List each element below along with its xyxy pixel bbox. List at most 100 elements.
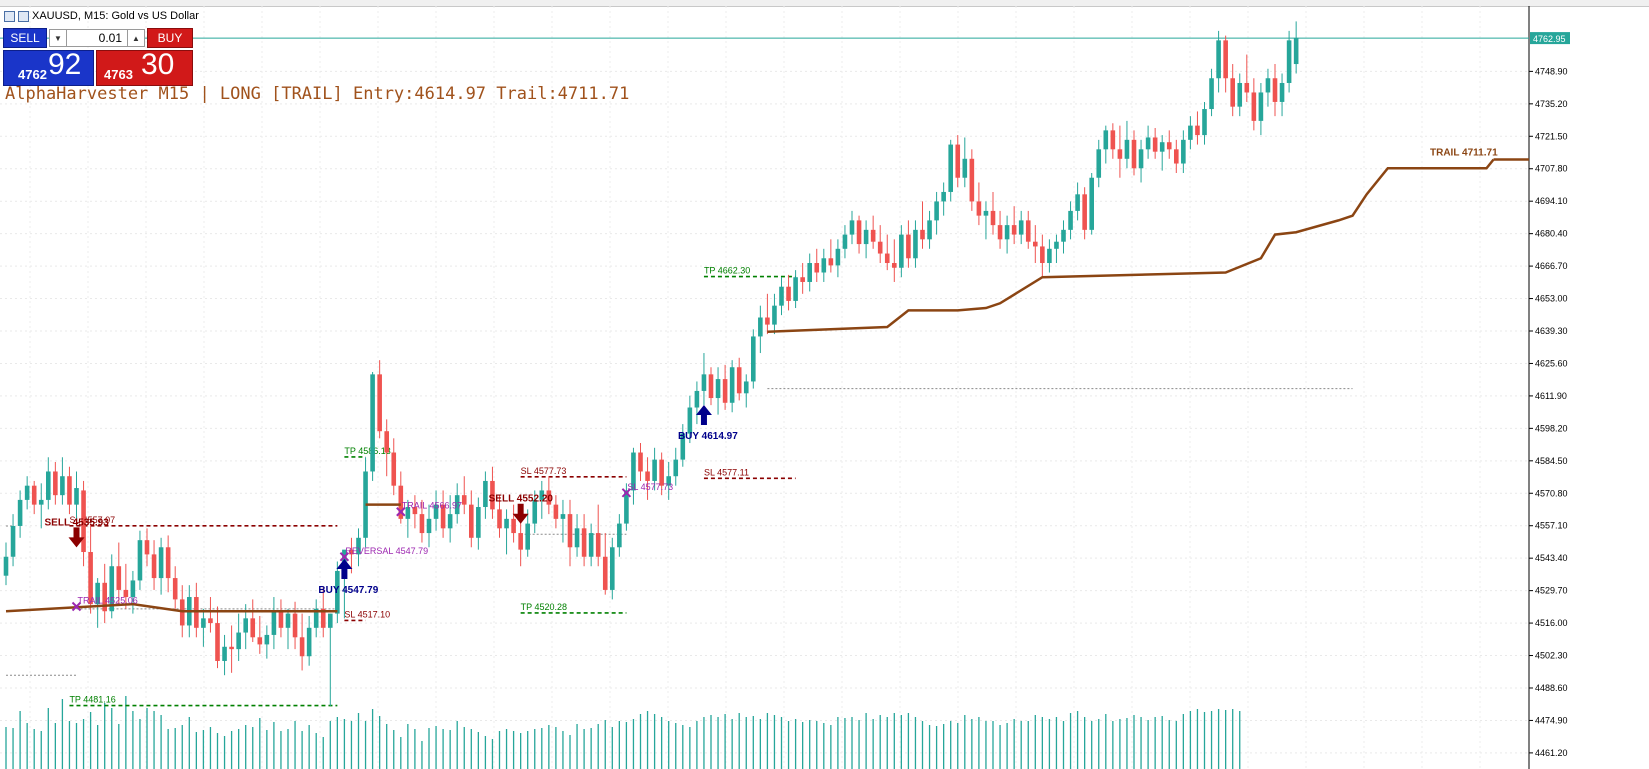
- chart-window[interactable]: 4762.95 4748.90 4735.20 4721.50 4707.80 4694.…: [0, 6, 1649, 769]
- candle-body: [694, 390, 700, 408]
- trailing-stop-line-early: [5, 602, 338, 613]
- candle-body: [137, 540, 143, 581]
- candle-body: [539, 490, 545, 500]
- candle-body: [271, 611, 277, 635]
- sl-level-label: SL 4577.11: [704, 467, 749, 477]
- price-tick-label: 4584.50: [1535, 456, 1568, 466]
- price-tick-label: 4625.60: [1535, 358, 1568, 368]
- candle-body: [1040, 246, 1045, 264]
- candle-body: [1033, 241, 1038, 247]
- candle-body: [483, 480, 488, 508]
- candle-body: [130, 580, 136, 598]
- candle-body: [729, 367, 735, 403]
- buy-price-button[interactable]: 4763 30: [96, 48, 193, 86]
- candle-body: [1068, 210, 1073, 230]
- candle-body: [1131, 139, 1137, 169]
- candle-body: [638, 452, 643, 472]
- candle-body: [17, 499, 23, 526]
- candle-body: [969, 158, 975, 202]
- candle-body: [574, 528, 580, 548]
- candle-body: [1258, 92, 1264, 121]
- candle-body: [1082, 194, 1087, 230]
- candle-body: [772, 305, 777, 325]
- buy-arrow-icon: [336, 558, 353, 579]
- buy-price-major: 4763: [104, 67, 133, 82]
- candle-body: [511, 518, 516, 534]
- candle-body: [624, 490, 629, 524]
- candle-body: [595, 533, 601, 557]
- sell-price-button[interactable]: 4762 92: [3, 48, 94, 86]
- candle-body: [461, 495, 467, 505]
- sell-button[interactable]: SELL: [3, 28, 47, 48]
- sell-arrow-icon: [512, 503, 529, 524]
- lot-size-stepper[interactable]: ▼ 0.01 ▲: [49, 29, 145, 47]
- candle-body: [31, 485, 37, 505]
- candle-body: [151, 554, 157, 579]
- candle-body: [426, 518, 432, 534]
- candle-body: [1075, 194, 1080, 211]
- candle-body: [941, 191, 946, 202]
- candle-body: [504, 518, 509, 529]
- candle-body: [313, 608, 319, 628]
- candle-body: [1018, 220, 1024, 235]
- candle-body: [835, 248, 841, 266]
- candle-body: [67, 476, 72, 505]
- candle-body: [24, 485, 30, 500]
- candle-body: [102, 582, 107, 612]
- candle-body: [306, 627, 312, 657]
- candle-body: [1159, 142, 1165, 152]
- candle-body: [842, 234, 848, 249]
- candle-body: [553, 504, 559, 519]
- lot-size-value[interactable]: 0.01: [98, 31, 122, 45]
- candle-body: [652, 459, 657, 481]
- candle-body: [201, 618, 206, 628]
- price-chart[interactable]: 4762.95 4748.90 4735.20 4721.50 4707.80 4694.…: [0, 6, 1649, 769]
- candle-body: [1011, 225, 1017, 235]
- candles: [3, 21, 1299, 706]
- candle-body: [60, 476, 65, 496]
- candle-body: [786, 286, 791, 301]
- price-tick-label: 4461.20: [1535, 748, 1568, 758]
- candle-body: [708, 374, 714, 399]
- candle-body: [849, 220, 855, 235]
- candle-body: [1181, 139, 1186, 164]
- candle-body: [751, 336, 756, 382]
- candle-body: [433, 504, 439, 519]
- candle-body: [673, 459, 679, 477]
- candle-body: [370, 374, 375, 472]
- one-click-trading-panel: SELL ▼ 0.01 ▲ BUY 4762 92 4763 30: [3, 28, 193, 86]
- candle-body: [53, 471, 58, 496]
- exit-marker-icon: [621, 488, 632, 498]
- candle-body: [863, 229, 869, 245]
- sell-arrow-icon: [68, 527, 85, 548]
- price-tick-label: 4707.80: [1535, 164, 1568, 174]
- exit-marker-icon: [396, 507, 406, 517]
- candle-body: [398, 485, 404, 519]
- candle-body: [525, 523, 530, 550]
- sell-signal-label: SELL 4552.20: [489, 494, 554, 505]
- candle-body: [1061, 229, 1066, 242]
- candle-body: [285, 613, 291, 628]
- buy-button[interactable]: BUY: [147, 28, 193, 48]
- chart-menu-icon[interactable]: [4, 10, 15, 22]
- candle-body: [518, 533, 523, 550]
- chevron-down-icon[interactable]: ▼: [50, 30, 67, 46]
- candle-body: [384, 431, 389, 453]
- candle-body: [560, 514, 566, 519]
- candle-body: [320, 608, 326, 628]
- candle-body: [927, 220, 932, 240]
- candle-body: [821, 258, 827, 273]
- chart-type-icon[interactable]: [18, 10, 29, 22]
- price-tick-label: 4694.10: [1535, 196, 1568, 206]
- candle-body: [870, 229, 876, 242]
- candle-body: [405, 507, 411, 519]
- sell-signal-label: SELL 4535.93: [45, 517, 110, 528]
- price-tick-label: 4748.90: [1535, 66, 1568, 76]
- price-tick-label: 4557.10: [1535, 521, 1568, 531]
- chevron-up-icon[interactable]: ▲: [127, 30, 144, 46]
- candle-body: [800, 277, 805, 282]
- candle-body: [687, 407, 693, 434]
- candle-body: [250, 618, 256, 638]
- candle-body: [377, 374, 382, 432]
- candle-body: [990, 210, 996, 226]
